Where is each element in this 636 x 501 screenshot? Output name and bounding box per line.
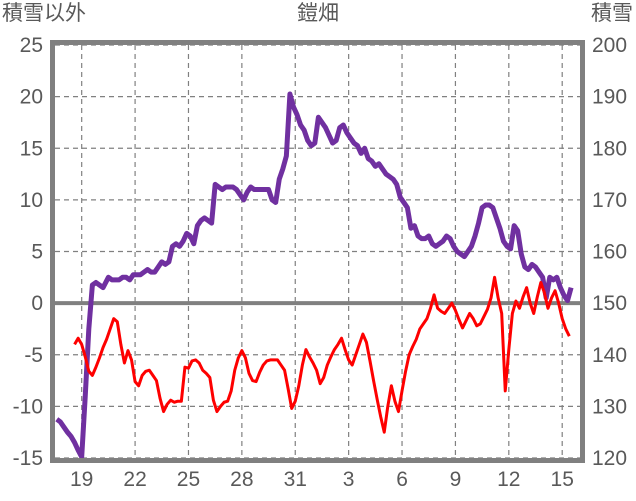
series-line-1 <box>55 91 574 460</box>
y-axis-right-tick-label: 190 <box>592 86 627 109</box>
y-axis-right-labels: 200 190 180 170 160 150 140 130 120 <box>592 34 627 470</box>
y-axis-right-tick-label: 140 <box>592 344 627 367</box>
y-axis-right-tick-label: 180 <box>592 137 627 160</box>
left-axis-title: 積雪以外 <box>2 2 86 25</box>
y-axis-right-tick-label: 160 <box>592 241 627 264</box>
x-axis-tick-label: 6 <box>396 468 408 491</box>
y-axis-left-tick-label: -15 <box>13 447 43 470</box>
y-axis-left-tick-label: 20 <box>20 86 43 109</box>
series-layer <box>55 91 574 460</box>
y-axis-right-tick-label: 150 <box>592 292 627 315</box>
x-axis-tick-label: 15 <box>551 468 574 491</box>
right-axis-title: 積雪 <box>591 2 633 25</box>
y-axis-left-tick-label: 15 <box>20 137 43 160</box>
y-axis-right-tick-label: 130 <box>592 395 627 418</box>
x-axis-tick-label: 28 <box>230 468 253 491</box>
y-axis-left-tick-label: 25 <box>20 34 43 57</box>
x-axis-tick-label: 12 <box>497 468 520 491</box>
series-line-2 <box>73 275 571 434</box>
x-axis-tick-label: 3 <box>343 468 355 491</box>
y-axis-right-tick-label: 200 <box>592 34 627 57</box>
x-axis-labels: 19 22 25 28 31 3 6 9 12 15 <box>70 468 574 491</box>
y-axis-right-tick-label: 170 <box>592 189 627 212</box>
x-axis-tick-label: 22 <box>123 468 146 491</box>
y-axis-left-tick-label: -5 <box>24 344 43 367</box>
y-axis-left-tick-label: -10 <box>13 395 43 418</box>
y-axis-left-labels: 25 20 15 10 5 0 -5 -10 -15 <box>13 34 43 470</box>
gridlines-layer <box>55 44 580 459</box>
y-axis-right-tick-label: 120 <box>592 447 627 470</box>
axis-ticks-layer <box>50 41 585 463</box>
x-axis-tick-label: 9 <box>450 468 462 491</box>
x-axis-tick-label: 31 <box>284 468 307 491</box>
chart-title: 鎧畑 <box>297 2 339 25</box>
y-axis-left-tick-label: 10 <box>20 189 43 212</box>
x-axis-tick-label: 19 <box>70 468 93 491</box>
y-axis-left-tick-label: 5 <box>31 241 43 264</box>
y-axis-left-tick-label: 0 <box>31 292 43 315</box>
x-axis-tick-label: 25 <box>177 468 200 491</box>
